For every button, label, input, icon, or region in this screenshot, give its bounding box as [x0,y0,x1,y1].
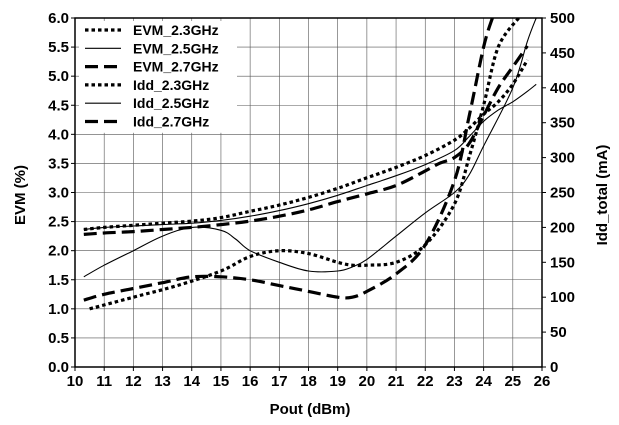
x-tick-label: 20 [359,373,376,390]
y-right-tick-label: 250 [550,185,575,202]
x-axis-title: Pout (dBm) [270,401,351,418]
y-left-tick-label: 0.0 [48,359,69,376]
ticks: 10 11 12 13 14 15 16 17 18 19 20 21 22 23 24 25 26 0.0 0.5… [48,10,575,390]
y-left-tick-label: 2.0 [48,243,69,260]
y-left-tick-label: 1.5 [48,272,69,289]
y-left-axis-title: EVM (%) [12,165,29,225]
y-left-tick-label: 3.5 [48,155,69,172]
series-line-idd-2-7ghz [83,44,529,236]
y-right-tick-label: 400 [550,80,575,97]
series-line-evm-2-5ghz [83,18,537,278]
x-tick-label: 18 [300,373,317,390]
y-left-tick-label: 3.0 [48,185,69,202]
legend-label: EVM_2.5GHz [133,40,219,56]
series-line-idd-2-5ghz [83,83,537,231]
series-line-idd-2-3ghz [83,59,529,232]
series-line-evm-2-3ghz [89,18,520,311]
x-tick-label: 12 [125,373,142,390]
x-tick-label: 15 [213,373,230,390]
x-tick-label: 25 [504,373,521,390]
y-left-tick-label: 2.5 [48,214,69,231]
x-tick-label: 19 [329,373,346,390]
x-tick-label: 16 [242,373,259,390]
legend-label: EVM_2.3GHz [133,22,219,38]
y-left-tick-label: 6.0 [48,10,69,27]
legend-label: EVM_2.7GHz [133,59,219,75]
y-right-tick-label: 500 [550,10,575,27]
y-left-tick-label: 0.5 [48,330,69,347]
x-tick-label: 26 [534,373,551,390]
x-tick-label: 21 [388,373,405,390]
x-tick-label: 23 [446,373,463,390]
y-right-axis-title: Idd_total (mA) [594,145,611,246]
y-right-tick-label: 450 [550,45,575,62]
y-left-tick-label: 4.5 [48,97,69,114]
y-right-tick-label: 150 [550,254,575,271]
x-tick-label: 11 [96,373,112,390]
y-right-tick-label: 0 [550,359,558,376]
x-tick-label: 13 [154,373,171,390]
y-left-tick-label: 4.0 [48,126,69,143]
x-tick-label: 24 [475,373,492,390]
y-left-tick-label: 5.5 [48,39,69,56]
x-tick-label: 22 [417,373,434,390]
x-tick-label: 17 [271,373,288,390]
legend: EVM_2.3GHz EVM_2.5GHz EVM_2.7GHz Idd_2.3GHz… [79,21,237,133]
y-left-tick-label: 5.0 [48,68,69,85]
y-right-tick-label: 350 [550,115,575,132]
y-right-tick-label: 100 [550,289,575,306]
y-right-tick-label: 50 [550,324,567,341]
x-tick-label: 14 [183,373,200,390]
series-line-evm-2-7ghz [83,18,494,302]
series-layer [83,18,537,311]
legend-label: Idd_2.7GHz [133,114,209,130]
y-left-tick-label: 1.0 [48,301,69,318]
legend-background [79,21,237,133]
legend-label: Idd_2.3GHz [133,77,209,93]
x-tick-label: 10 [67,373,84,390]
y-right-tick-label: 200 [550,219,575,236]
y-right-tick-label: 300 [550,150,575,167]
legend-label: Idd_2.5GHz [133,95,209,111]
